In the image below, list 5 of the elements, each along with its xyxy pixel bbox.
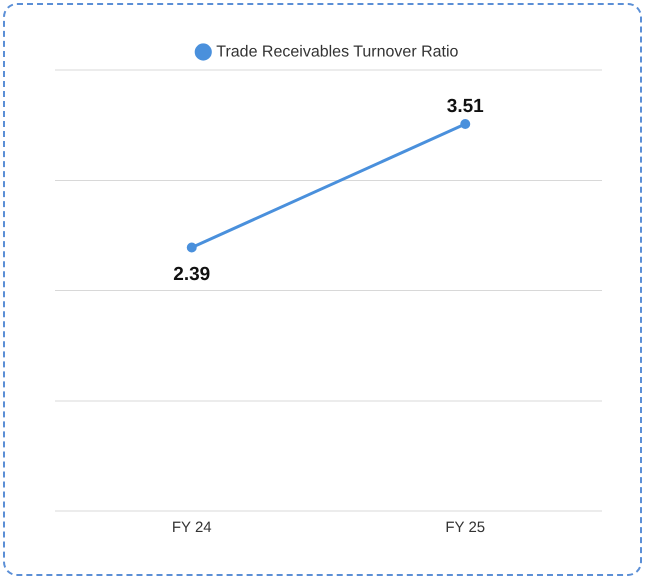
legend-label: Trade Receivables Turnover Ratio <box>216 43 459 60</box>
x-tick-label: FY 25 <box>445 519 486 536</box>
data-label: 3.51 <box>446 96 484 117</box>
data-label: 2.39 <box>173 264 210 286</box>
x-tick-label: FY 24 <box>172 519 212 536</box>
